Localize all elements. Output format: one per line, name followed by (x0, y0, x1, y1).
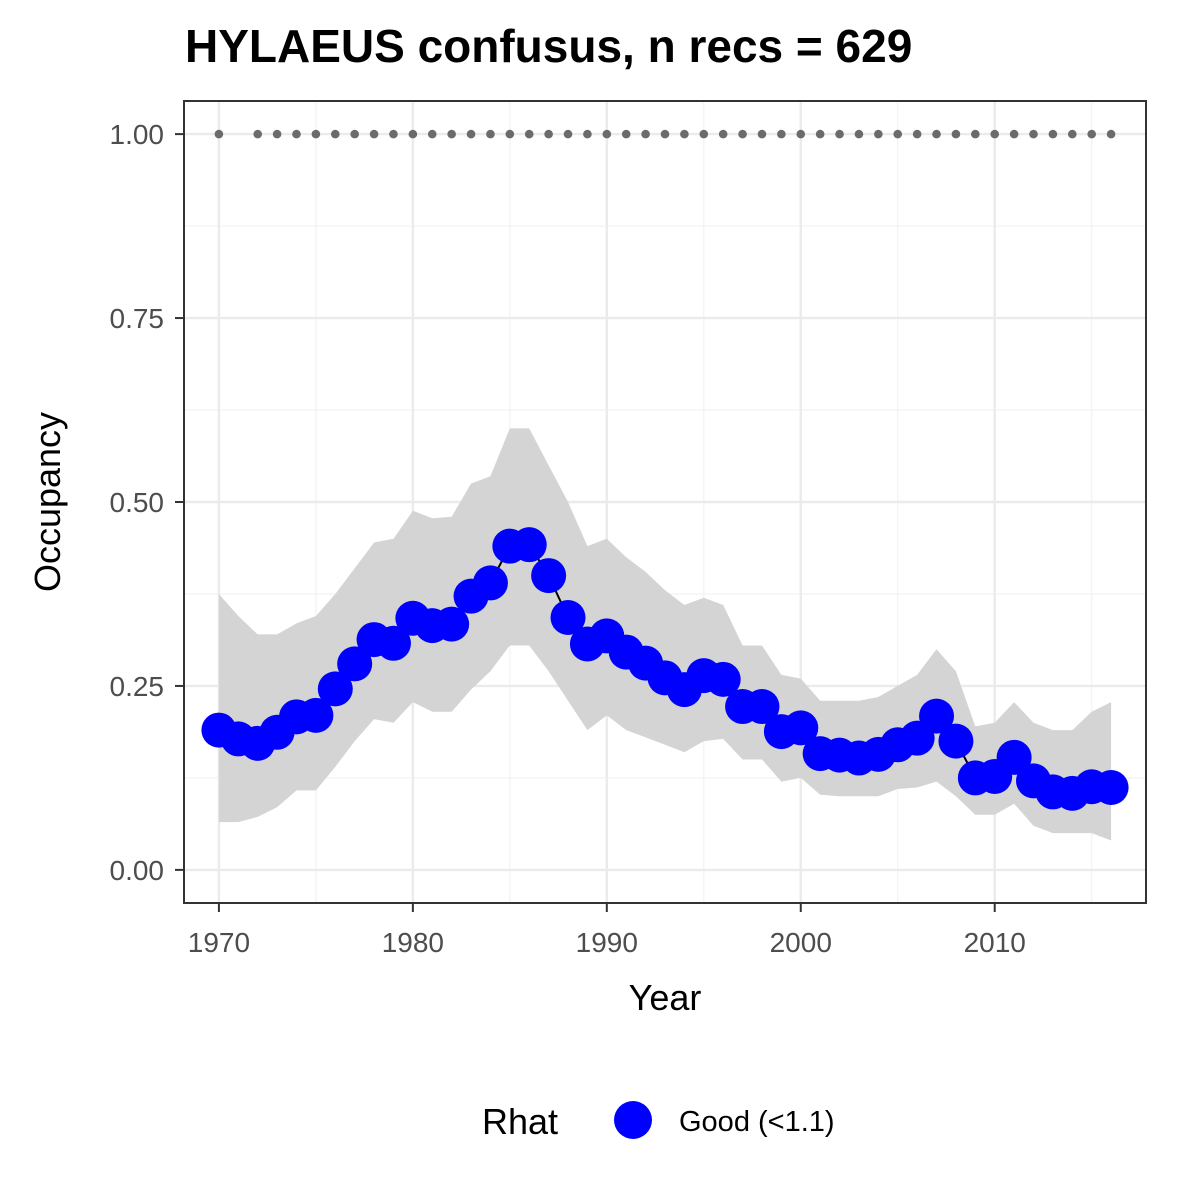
data-point (1093, 769, 1129, 805)
data-point (298, 697, 334, 733)
rhat-marker (544, 129, 553, 139)
data-point (550, 600, 586, 636)
rhat-marker (660, 129, 670, 139)
data-point (472, 565, 508, 601)
rhat-marker (796, 129, 806, 139)
data-point (531, 558, 567, 594)
data-point (317, 671, 353, 707)
data-point (783, 710, 819, 746)
legend-label-good: Good (<1.1) (679, 1106, 835, 1138)
rhat-marker (699, 129, 709, 139)
rhat-marker (272, 129, 282, 139)
y-axis-title: Occupancy (27, 412, 68, 592)
rhat-marker (777, 129, 786, 139)
rhat-marker (486, 129, 495, 139)
rhat-marker (757, 129, 767, 139)
legend-key-good (614, 1101, 652, 1139)
rhat-marker (369, 129, 379, 139)
x-tick-label: 2000 (770, 927, 832, 958)
y-tick-label: 0.00 (110, 855, 165, 886)
y-tick-label: 0.50 (110, 487, 165, 518)
data-point (938, 723, 974, 759)
chart-title: HYLAEUS confusus, n recs = 629 (185, 20, 912, 72)
x-axis: 1970 1980 1990 2000 2010 (188, 903, 1026, 958)
rhat-marker (641, 129, 650, 139)
x-tick-label: 2010 (964, 927, 1026, 958)
rhat-marker (1048, 129, 1058, 139)
y-axis: 0.00 0.25 0.50 0.75 1.00 (110, 119, 184, 886)
rhat-marker (1087, 129, 1096, 139)
rhat-marker (971, 129, 980, 139)
data-point (996, 739, 1032, 775)
y-tick-label: 1.00 (110, 119, 165, 150)
x-tick-label: 1980 (382, 927, 444, 958)
data-point (511, 527, 547, 563)
rhat-marker (447, 129, 456, 139)
rhat-marker (350, 129, 359, 139)
rhat-marker (990, 129, 1000, 139)
rhat-marker (815, 129, 825, 139)
rhat-marker (466, 129, 476, 139)
rhat-markers (214, 129, 1116, 139)
rhat-marker (408, 129, 418, 139)
rhat-marker (292, 129, 301, 139)
data-point (434, 606, 470, 642)
rhat-marker (583, 129, 592, 139)
data-point (375, 625, 411, 661)
rhat-marker (505, 129, 515, 139)
rhat-marker (330, 129, 340, 139)
rhat-marker (253, 129, 263, 139)
rhat-marker (427, 129, 437, 139)
rhat-marker (214, 129, 224, 139)
rhat-marker (389, 129, 398, 139)
legend-title: Rhat (482, 1101, 558, 1142)
rhat-marker (738, 129, 747, 139)
rhat-marker (563, 129, 573, 139)
data-point (337, 646, 373, 682)
rhat-marker (621, 129, 631, 139)
rhat-marker (932, 129, 941, 139)
rhat-marker (602, 129, 612, 139)
data-point (919, 698, 955, 734)
rhat-marker (718, 129, 728, 139)
rhat-marker (835, 129, 844, 139)
rhat-marker (1029, 129, 1038, 139)
rhat-marker (874, 129, 883, 139)
occupancy-points (201, 527, 1129, 811)
rhat-marker (1106, 129, 1116, 139)
x-axis-title: Year (629, 977, 702, 1018)
data-point (744, 689, 780, 725)
rhat-marker (1009, 129, 1019, 139)
rhat-marker (854, 129, 864, 139)
rhat-marker (1067, 129, 1077, 139)
data-point (705, 661, 741, 697)
rhat-marker (951, 129, 961, 139)
rhat-marker (912, 129, 922, 139)
y-tick-label: 0.75 (110, 303, 165, 334)
legend: Rhat Good (<1.1) (482, 1101, 835, 1142)
x-tick-label: 1990 (576, 927, 638, 958)
rhat-marker (524, 129, 534, 139)
rhat-marker (311, 129, 321, 139)
rhat-marker (893, 129, 903, 139)
y-tick-label: 0.25 (110, 671, 165, 702)
rhat-marker (680, 129, 689, 139)
x-tick-label: 1970 (188, 927, 250, 958)
